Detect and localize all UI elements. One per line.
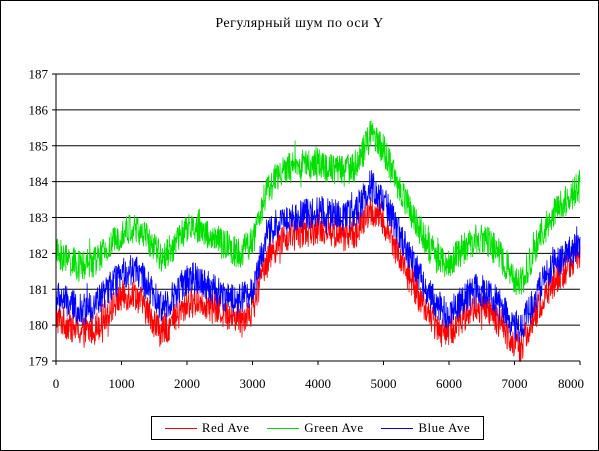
legend-item-1: Red Ave: [164, 420, 250, 436]
x-tick-label-2: 2000: [174, 376, 200, 391]
y-tick-label-3: 182: [29, 246, 49, 261]
y-tick-label-7: 186: [29, 102, 49, 117]
x-tick-label-4: 4000: [305, 376, 331, 391]
legend-label-2: Green Ave: [304, 420, 364, 435]
legend-item-2: Green Ave: [267, 420, 363, 436]
chart-title: Регулярный шум по оси Y: [215, 16, 384, 31]
series-line-3: [55, 170, 581, 343]
y-tick-label-4: 183: [29, 210, 49, 225]
x-tick-label-6: 6000: [436, 376, 462, 391]
y-tick-label-5: 184: [29, 174, 49, 189]
legend-label-1: Red Ave: [201, 420, 250, 435]
y-tick-label-2: 181: [29, 282, 49, 297]
x-tick-label-7: 7000: [502, 376, 528, 391]
y-tick-label-0: 179: [29, 354, 49, 369]
legend-swatch-3: [381, 427, 414, 429]
x-tick-label-1: 1000: [109, 376, 135, 391]
x-tick-label-0: 0: [53, 376, 60, 391]
legend: Red Ave Green Ave Blue Ave: [151, 416, 484, 440]
y-tick-label-8: 187: [29, 67, 49, 82]
x-tick-label-8: 8000: [558, 376, 584, 391]
tick-labels: 179 180 181 182 183 184 185 186 187 0 1000 2000 3000…: [29, 67, 585, 392]
legend-label-3: Blue Ave: [418, 420, 471, 435]
axes: [52, 73, 581, 365]
x-tick-label-5: 5000: [371, 376, 397, 391]
legend-swatch-2: [267, 427, 300, 429]
series-lines: [55, 120, 581, 363]
x-tick-label-3: 3000: [240, 376, 266, 391]
legend-item-3: Blue Ave: [381, 420, 470, 436]
legend-swatch-1: [164, 427, 197, 429]
y-tick-label-6: 185: [29, 138, 49, 153]
y-tick-label-1: 180: [29, 318, 49, 333]
series-line-2: [55, 120, 581, 296]
